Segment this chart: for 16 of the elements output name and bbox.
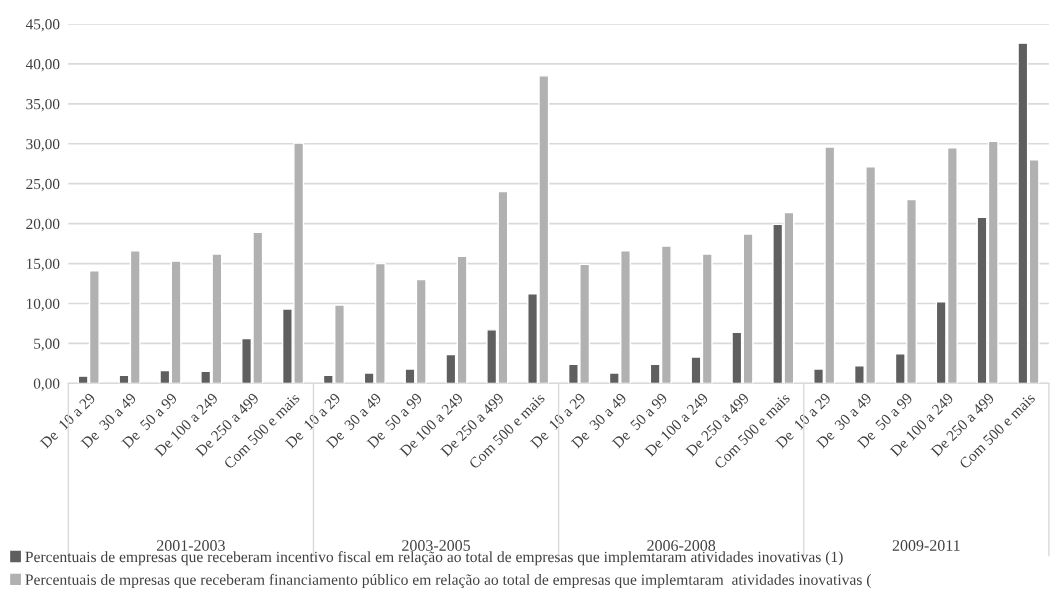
text: 2003-2005	[402, 540, 471, 551]
text: 2006-2008	[647, 540, 716, 551]
y-tick-label: 0,00	[33, 378, 60, 392]
y-tick-label: 45,00	[25, 19, 60, 32]
text: 2009-2011	[892, 540, 960, 551]
y-tick-label: 10,00	[26, 298, 60, 312]
legend-label: Percentuais de empresas que receberam incentivo fiscal em relação ao total de empresas que implemtaram atividades inovativas (1)	[25, 551, 843, 566]
y-tick-label: 30,00	[26, 138, 60, 152]
y-tick-label: 40,00	[25, 59, 60, 72]
y-tick-label: 15,00	[26, 258, 60, 272]
y-tick-label: 20,00	[26, 218, 60, 232]
legend-label: Percentuais de mpresas que receberam financiamento público em relação ao total de empresas que implemtaram atividades inovativas (	[25, 573, 871, 589]
text: 2001-2003	[156, 540, 225, 551]
y-tick-label: 35,00	[26, 98, 60, 112]
y-tick-label: 25,00	[26, 178, 60, 192]
y-tick-label: 5,00	[34, 338, 60, 352]
